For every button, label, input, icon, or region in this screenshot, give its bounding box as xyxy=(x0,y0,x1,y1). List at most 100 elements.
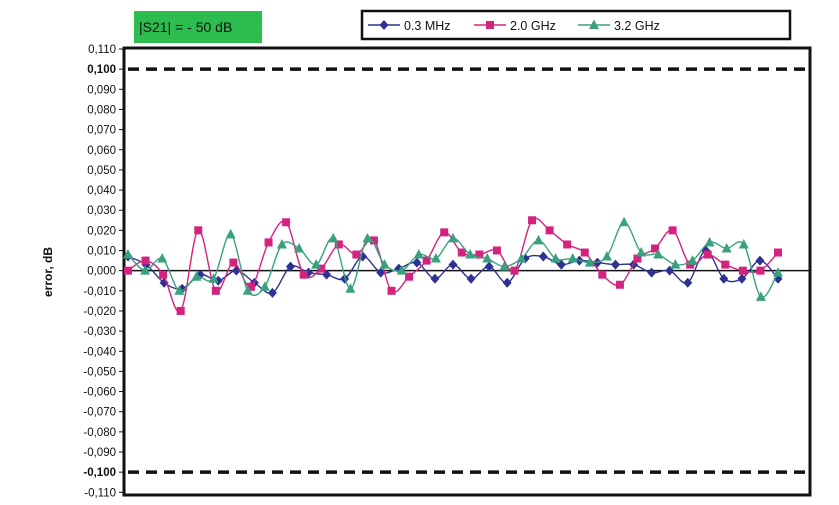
data-point xyxy=(482,253,493,263)
data-point xyxy=(141,256,150,265)
series-2-0-ghz xyxy=(124,216,782,315)
data-point xyxy=(328,232,339,243)
data-point xyxy=(159,270,168,279)
data-point xyxy=(619,216,630,227)
data-point xyxy=(738,238,749,249)
y-tick-label: -0,030 xyxy=(83,326,116,338)
y-tick-label: 0,000 xyxy=(87,266,116,278)
data-point xyxy=(299,270,308,279)
data-point xyxy=(528,216,537,225)
data-point xyxy=(683,277,693,288)
data-point xyxy=(140,265,151,275)
data-point xyxy=(412,257,422,268)
y-tick-label: -0,090 xyxy=(83,447,116,459)
data-point xyxy=(703,250,712,259)
y-tick-label: 0,100 xyxy=(87,64,116,76)
legend-marker xyxy=(379,20,389,30)
data-point xyxy=(466,273,476,284)
data-point xyxy=(774,248,782,257)
data-point xyxy=(567,253,578,263)
legend-label: 0.3 MHz xyxy=(404,19,451,33)
data-point xyxy=(737,273,747,284)
data-point xyxy=(317,264,326,273)
data-point xyxy=(276,238,287,249)
y-tick-label: 0,020 xyxy=(87,225,116,237)
y-tick-label: -0,110 xyxy=(84,487,116,499)
y-tick-label: -0,020 xyxy=(83,306,116,318)
data-point xyxy=(369,236,378,245)
y-tick-label: -0,080 xyxy=(83,427,116,439)
data-point xyxy=(538,251,548,262)
data-point xyxy=(157,253,168,263)
y-tick-label: 0,040 xyxy=(87,185,116,197)
data-point xyxy=(267,287,277,298)
data-point xyxy=(670,259,681,269)
y-tick-label: -0,010 xyxy=(83,286,116,298)
data-point xyxy=(615,280,624,289)
data-point xyxy=(208,273,219,283)
legend-box xyxy=(360,9,792,41)
data-point xyxy=(719,273,729,284)
data-point xyxy=(191,271,202,281)
legend: 0.3 MHz 2.0 GHz 3.2 GHz xyxy=(360,9,792,41)
y-tick-label: 0,010 xyxy=(87,246,116,258)
data-point xyxy=(499,261,510,271)
data-point xyxy=(686,260,695,269)
data-point xyxy=(510,266,519,275)
data-point xyxy=(440,228,449,237)
y-tick-label: -0,050 xyxy=(83,366,116,378)
y-tick-label: 0,030 xyxy=(87,205,116,217)
y-tick-label: 0,090 xyxy=(87,84,116,96)
y-tick-label: -0,100 xyxy=(83,467,116,479)
data-point xyxy=(721,242,732,253)
limit-lines xyxy=(128,67,808,474)
y-tick-label: -0,040 xyxy=(83,346,116,358)
data-point xyxy=(550,253,561,263)
legend-label: 2.0 GHz xyxy=(510,19,556,33)
data-point xyxy=(286,261,295,272)
data-point xyxy=(176,306,185,315)
data-point xyxy=(611,259,620,270)
y-tick-label: 0,050 xyxy=(87,165,116,177)
data-point xyxy=(545,226,554,235)
data-point xyxy=(294,242,305,253)
data-point xyxy=(563,240,572,249)
data-point xyxy=(123,249,133,259)
data-point xyxy=(405,272,414,281)
y-axis: 0,110 0,100 0,090 0,080 0,070 0,060 0,050 0,040… xyxy=(83,44,124,499)
s21-badge: |S21| = - 50 dB xyxy=(134,11,262,43)
data-point xyxy=(738,266,747,275)
data-point xyxy=(756,266,765,275)
data-point xyxy=(457,248,466,257)
y-tick-label: 0,060 xyxy=(87,145,116,157)
data-point xyxy=(755,291,766,301)
y-tick-label: -0,060 xyxy=(83,387,116,399)
data-point xyxy=(387,286,396,295)
data-point xyxy=(465,249,476,259)
data-point xyxy=(580,248,589,257)
data-point xyxy=(430,253,441,263)
data-point xyxy=(242,285,253,295)
data-point xyxy=(492,246,501,255)
series-3-2-ghz xyxy=(123,216,783,301)
data-point xyxy=(345,283,356,293)
data-point xyxy=(225,228,236,239)
y-tick-label: -0,070 xyxy=(83,407,116,419)
data-point xyxy=(334,240,343,249)
data-point xyxy=(448,259,458,270)
y-tick-label: 0,080 xyxy=(87,104,116,116)
data-point xyxy=(651,244,660,253)
y-tick-label: 0,110 xyxy=(88,44,116,56)
data-point xyxy=(413,249,424,259)
legend-label: 3.2 GHz xyxy=(614,19,660,33)
data-point xyxy=(211,286,220,295)
data-point xyxy=(174,285,185,295)
data-point xyxy=(259,281,270,291)
s21-badge-background xyxy=(134,11,262,43)
legend-marker xyxy=(486,21,494,29)
data-point xyxy=(484,261,494,272)
data-point xyxy=(755,255,765,266)
data-point xyxy=(311,259,322,269)
data-point xyxy=(124,266,132,275)
